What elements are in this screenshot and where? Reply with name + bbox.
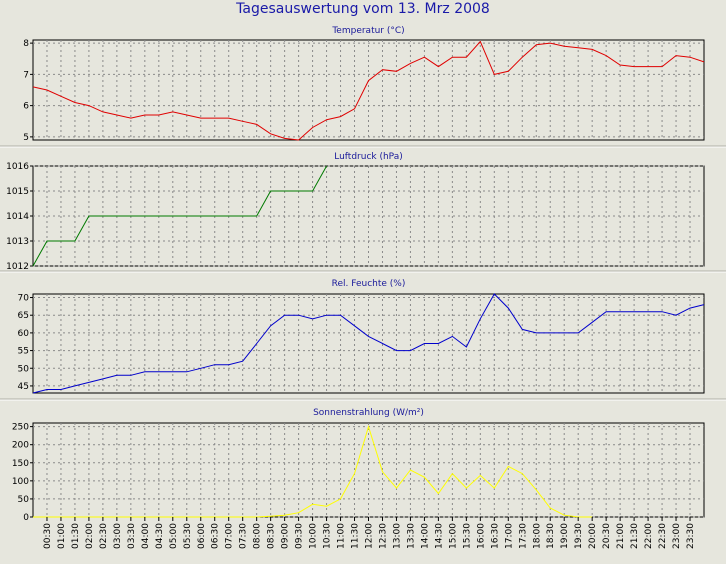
y-tick-label: 70 — [18, 294, 30, 304]
x-tick-label: 19:30 — [574, 523, 584, 549]
x-tick-label: 05:00 — [169, 523, 179, 549]
y-tick-label: 1015 — [6, 187, 29, 197]
x-tick-label: 10:00 — [309, 523, 319, 549]
x-tick-label: 16:30 — [490, 523, 500, 549]
x-tick-label: 02:30 — [99, 523, 109, 549]
y-tick-label: 50 — [18, 364, 30, 374]
series-line — [32, 165, 328, 267]
x-tick-label: 20:00 — [588, 523, 598, 549]
chart-title: Sonnenstrahlung (W/m²) — [313, 408, 424, 418]
x-tick-label: 10:30 — [323, 523, 333, 549]
chart-panel-2: Luftdruck (hPa) 1012 1013 1014 1015 1016 — [0, 152, 726, 273]
x-tick-label: 07:30 — [239, 523, 249, 549]
x-tick-label: 07:00 — [225, 523, 235, 549]
x-tick-label: 02:00 — [85, 523, 95, 549]
y-tick-label: 45 — [18, 382, 29, 392]
x-tick-label: 19:00 — [560, 523, 570, 549]
x-tick-label: 00:30 — [43, 523, 53, 549]
x-tick-label: 14:00 — [420, 523, 430, 549]
x-tick-label: 13:00 — [392, 523, 402, 549]
x-tick-label: 09:00 — [281, 523, 291, 549]
chart-title: Temperatur (°C) — [331, 26, 404, 36]
x-tick-label: 20:30 — [602, 523, 612, 549]
x-tick-label: 09:30 — [295, 523, 305, 549]
x-tick-label: 01:00 — [57, 523, 67, 549]
x-tick-label: 15:30 — [462, 523, 472, 549]
x-tick-label: 06:30 — [211, 523, 221, 549]
chart-title: Luftdruck (hPa) — [334, 152, 403, 162]
chart-panel-1: Temperatur (°C) 5 6 7 8 — [0, 26, 726, 148]
series-line — [32, 40, 705, 141]
y-tick-label: 1014 — [6, 212, 29, 222]
y-tick-label: 60 — [18, 329, 30, 339]
y-tick-label: 1016 — [6, 162, 29, 172]
x-tick-label: 22:30 — [658, 523, 668, 549]
y-tick-label: 200 — [12, 441, 29, 451]
y-tick-label: 5 — [23, 133, 29, 143]
x-tick-label: 01:30 — [71, 523, 81, 549]
x-tick-label: 23:00 — [672, 523, 682, 549]
y-tick-label: 0 — [23, 513, 29, 523]
page-title: Tagesauswertung vom 13. Mrz 2008 — [236, 1, 490, 17]
x-tick-label: 03:00 — [113, 523, 123, 549]
x-tick-label: 14:30 — [434, 523, 444, 549]
x-tick-label: 22:00 — [644, 523, 654, 549]
x-axis: 00:30 01:00 01:30 02:00 02:30 03:00 03:30 04:00… — [43, 517, 696, 549]
x-tick-label: 17:00 — [504, 523, 514, 549]
x-tick-label: 08:30 — [267, 523, 277, 549]
chart-panel-3: Rel. Feuchte (%) 45 50 55 60 65 70 — [0, 279, 726, 401]
y-tick-label: 150 — [12, 459, 29, 469]
x-tick-label: 18:30 — [546, 523, 556, 549]
y-tick-label: 250 — [12, 423, 29, 433]
plot-area — [32, 293, 705, 394]
series-line — [32, 293, 705, 394]
x-tick-label: 04:00 — [141, 523, 151, 549]
series-line — [33, 424, 593, 518]
y-tick-label: 55 — [18, 347, 29, 357]
x-tick-label: 08:00 — [253, 523, 263, 549]
y-tick-label: 100 — [12, 477, 29, 487]
x-tick-label: 18:00 — [532, 523, 542, 549]
x-tick-label: 15:00 — [448, 523, 458, 549]
x-tick-label: 21:00 — [616, 523, 626, 549]
chart-title: Rel. Feuchte (%) — [332, 279, 406, 289]
x-tick-label: 05:30 — [183, 523, 193, 549]
y-tick-label: 8 — [23, 39, 29, 49]
x-tick-label: 04:30 — [155, 523, 165, 549]
y-tick-label: 1013 — [6, 237, 29, 247]
x-tick-label: 12:00 — [365, 523, 375, 549]
y-tick-label: 6 — [23, 102, 29, 112]
x-tick-label: 06:00 — [197, 523, 207, 549]
x-tick-label: 11:00 — [337, 523, 347, 549]
y-tick-label: 7 — [23, 70, 29, 80]
x-tick-label: 17:30 — [518, 523, 528, 549]
x-tick-label: 03:30 — [127, 523, 137, 549]
chart-panel-4: Sonnenstrahlung (W/m²) 0 50 100 150 200 250 — [12, 408, 705, 523]
x-tick-label: 21:30 — [630, 523, 640, 549]
y-tick-label: 1012 — [6, 262, 29, 272]
x-tick-label: 12:30 — [378, 523, 388, 549]
x-tick-label: 23:30 — [686, 523, 696, 549]
y-tick-label: 65 — [18, 311, 29, 321]
x-tick-label: 13:30 — [406, 523, 416, 549]
y-tick-label: 50 — [18, 495, 30, 505]
x-tick-label: 11:30 — [351, 523, 361, 549]
x-tick-label: 16:00 — [476, 523, 486, 549]
